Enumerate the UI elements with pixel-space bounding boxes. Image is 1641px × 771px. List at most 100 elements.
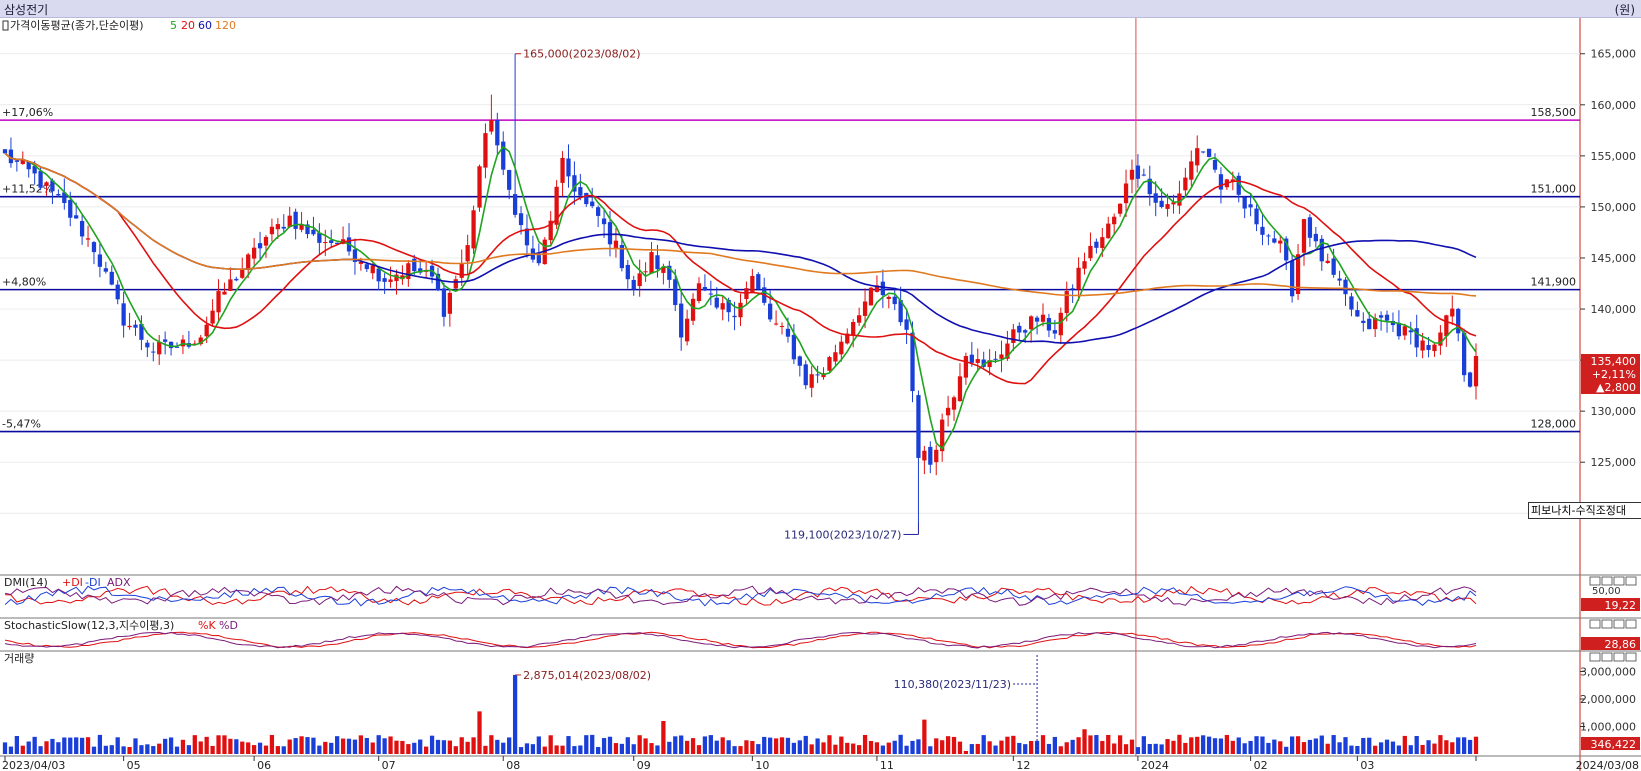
volume-bar xyxy=(1367,737,1372,754)
volume-bar xyxy=(762,736,767,754)
volume-tick-label: 1,000,000 xyxy=(1580,721,1636,734)
candle-body xyxy=(151,351,156,353)
volume-bar xyxy=(246,742,251,754)
candle-body xyxy=(38,170,43,188)
candle-body xyxy=(394,274,399,282)
volume-bar xyxy=(311,737,316,754)
volume-bar xyxy=(2,742,8,754)
volume-bar xyxy=(590,734,595,754)
candle-body xyxy=(1396,322,1402,337)
candle-body xyxy=(815,374,820,376)
candle-body xyxy=(1325,260,1330,264)
candle-body xyxy=(299,224,304,230)
candle-body xyxy=(1141,174,1146,176)
volume-bar xyxy=(661,721,666,754)
candle-body xyxy=(1289,260,1295,297)
volume-bar xyxy=(423,746,429,754)
y-tick-label: 130,000 xyxy=(1591,405,1637,418)
candle-body xyxy=(1034,317,1040,322)
candle-body xyxy=(1040,314,1046,322)
candles-layer xyxy=(2,53,1479,523)
candle-body xyxy=(263,236,269,246)
stoch-value: 28,86 xyxy=(1605,638,1637,651)
volume-bar xyxy=(886,742,891,754)
volume-bar xyxy=(1076,737,1081,754)
candle-body xyxy=(679,303,684,338)
volume-bar xyxy=(868,740,874,754)
candle-body xyxy=(204,324,209,337)
dmi-controls[interactable] xyxy=(1589,576,1637,586)
candle-body xyxy=(756,274,761,289)
volume-bar xyxy=(809,744,814,754)
stoch-controls[interactable] xyxy=(1589,619,1637,629)
candle-body xyxy=(192,343,197,345)
candle-body xyxy=(1390,320,1396,326)
volume-bar xyxy=(1266,742,1271,754)
volume-tick-label: 3,000,000 xyxy=(1580,666,1636,679)
adx-legend: ADX xyxy=(107,576,131,589)
candle-body xyxy=(1206,148,1212,157)
volume-bar xyxy=(507,737,512,754)
candle-body xyxy=(773,323,779,325)
candle-body xyxy=(690,298,696,321)
volume-bar xyxy=(115,737,120,754)
volume-bar xyxy=(1070,739,1075,754)
candle-body xyxy=(1331,258,1336,275)
candle-body xyxy=(1023,330,1028,333)
x-tick-label: 07 xyxy=(382,759,396,771)
candle-body xyxy=(619,245,625,269)
volume-bar xyxy=(566,736,571,754)
candle-body xyxy=(922,450,927,461)
volume-controls[interactable] xyxy=(1589,652,1637,662)
candle-body xyxy=(1064,291,1069,314)
dmi-legend: DMI(14) +DI -DI ADX xyxy=(4,576,131,589)
candle-body xyxy=(26,161,31,170)
candle-body xyxy=(44,182,49,186)
volume-bar xyxy=(1058,746,1063,754)
vol-mark-annotation: 110,380(2023/11/23) xyxy=(894,678,1011,691)
volume-bar xyxy=(429,735,435,754)
candle-body xyxy=(1414,328,1419,348)
candle-body xyxy=(1378,315,1384,318)
volume-bar xyxy=(145,744,150,754)
volume-bar xyxy=(1390,741,1396,754)
candle-body xyxy=(406,263,411,279)
volume-bar xyxy=(785,737,791,754)
volume-bar xyxy=(768,737,773,754)
candle-body xyxy=(79,220,85,237)
candle-body xyxy=(329,240,334,244)
candle-body xyxy=(459,262,464,278)
candle-body xyxy=(708,293,713,295)
candle-body xyxy=(1112,216,1117,225)
fibonacci-label[interactable]: 피보나치-수직조정대 xyxy=(1528,502,1641,519)
y-tick-label: 145,000 xyxy=(1591,252,1637,265)
volume-bar xyxy=(1444,740,1449,754)
candle-body xyxy=(928,446,933,465)
candle-body xyxy=(1189,161,1194,180)
candle-body xyxy=(975,359,980,363)
ma-line xyxy=(4,145,1477,450)
volume-bar xyxy=(20,745,25,754)
volume-bar xyxy=(85,737,91,754)
volume-bar xyxy=(1029,740,1034,754)
candle-body xyxy=(91,242,97,253)
volume-bar xyxy=(1153,743,1158,754)
candle-body xyxy=(963,356,969,378)
volume-bar xyxy=(649,743,654,754)
volume-bar xyxy=(667,741,672,754)
volume-bar xyxy=(1272,739,1277,754)
volume-bar xyxy=(1432,743,1437,754)
candle-body xyxy=(1444,315,1449,337)
volume-bar xyxy=(708,735,713,754)
volume-bar xyxy=(251,745,257,754)
reference-value: 128,000 xyxy=(1531,418,1577,431)
candle-body xyxy=(596,207,601,216)
volume-bar xyxy=(1373,745,1378,754)
candle-body xyxy=(465,245,470,262)
candle-body xyxy=(655,255,660,270)
candle-body xyxy=(287,215,292,228)
volume-bar xyxy=(91,746,97,754)
candle-body xyxy=(168,341,174,349)
candle-body xyxy=(560,157,565,183)
